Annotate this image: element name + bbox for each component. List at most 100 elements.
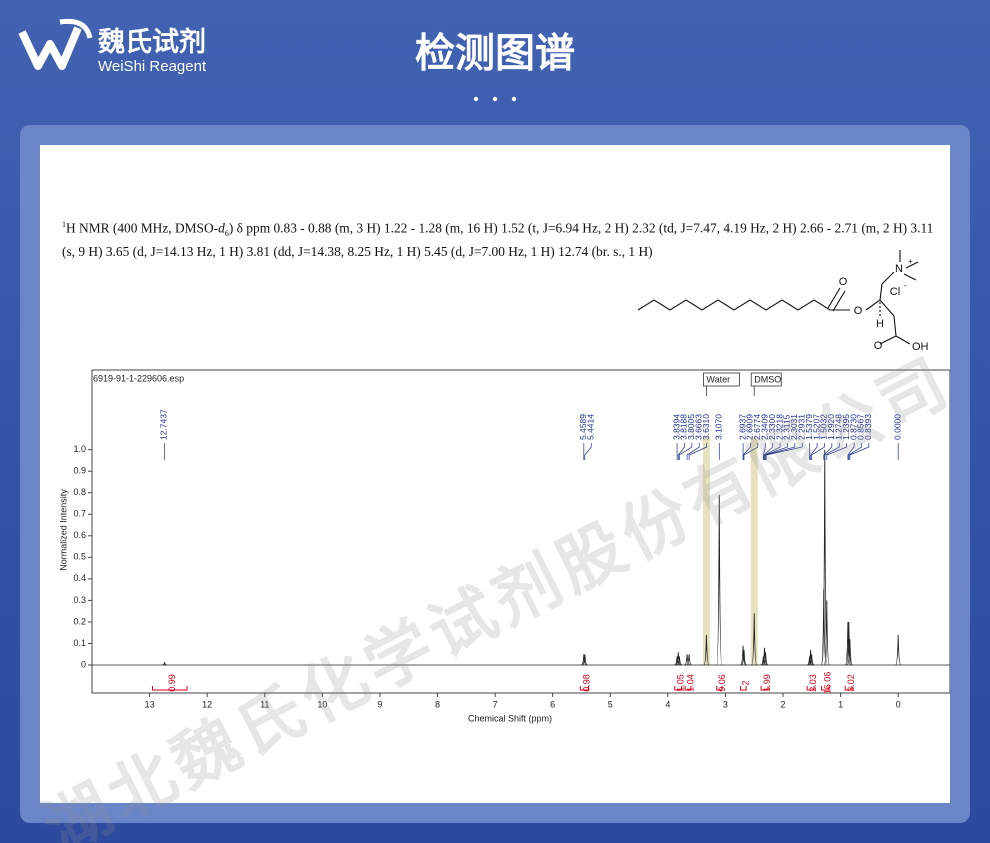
shift-label: 2.2931 [797, 414, 807, 440]
x-tick-label: 8 [435, 699, 440, 709]
solvent-band [702, 436, 710, 666]
shift-label: 1.2395 [841, 414, 851, 440]
shift-label: 2.6909 [745, 414, 755, 440]
integral-label: 9.06 [717, 674, 727, 692]
charge: - [904, 281, 907, 290]
shift-connector [677, 443, 685, 460]
shift-label: 0.0000 [892, 414, 902, 440]
y-tick-label: 0.7 [73, 509, 86, 519]
shift-connector [764, 443, 788, 460]
plot-frame [91, 369, 950, 694]
shift-label: 2.6937 [737, 414, 747, 440]
solvent-italic: d [218, 220, 225, 236]
y-tick-label: 1.0 [73, 444, 86, 454]
x-tick-label: 12 [202, 699, 212, 709]
spectrum: 6919-91-1-229606.esp Chemical Shift (ppm)… [58, 369, 950, 723]
x-tick-label: 7 [493, 699, 498, 709]
y-tick-label: 0.6 [73, 530, 86, 540]
shift-label: 3.8005 [686, 414, 696, 440]
peak [162, 661, 168, 666]
logo-swoosh [59, 18, 93, 39]
shift-label: 0.8567 [856, 414, 866, 440]
structure-bonds [637, 250, 919, 345]
peak [895, 634, 902, 666]
y-axis-label: Normalized Intensity [58, 489, 68, 571]
x-tick-label: 3 [723, 699, 728, 709]
shift-label: 2.3218 [774, 414, 784, 440]
integral-bracket [844, 686, 853, 691]
peak [823, 600, 830, 666]
integral-label: 0.98 [582, 674, 592, 692]
integral-bracket [760, 686, 769, 691]
peak [760, 656, 766, 666]
x-tick-label: 10 [317, 699, 327, 709]
integral-bracket [674, 686, 683, 691]
x-tick-label: 5 [608, 699, 613, 709]
logo-cn: 魏氏试剂 [98, 27, 206, 57]
shift-connector [765, 443, 796, 460]
shift-connector [849, 443, 870, 460]
atom: N [895, 263, 903, 275]
peak [761, 647, 768, 666]
shift-connector [678, 443, 693, 460]
peak [845, 621, 852, 666]
peak [751, 613, 758, 666]
peak [686, 654, 692, 666]
y-tick-label: 0 [81, 659, 86, 669]
integral-bracket [716, 686, 723, 691]
solvent-band [750, 436, 758, 666]
logo: 魏氏试剂 WeiShi Reagent [18, 18, 207, 75]
description-text: ) δ ppm 0.83 - 0.88 (m, 3 H) 1.22 - 1.28… [62, 220, 934, 260]
logo-en: WeiShi Reagent [98, 58, 207, 75]
integral-label: 2.03 [808, 674, 818, 692]
x-tick-label: 4 [665, 699, 670, 709]
y-tick-label: 0.5 [73, 552, 86, 562]
charge: + [908, 257, 913, 266]
shift-label: 1.2920 [826, 414, 836, 440]
shift-label: 3.6310 [701, 414, 711, 440]
integral-label: 0.99 [167, 674, 177, 692]
peak [582, 654, 588, 666]
peak [675, 652, 681, 666]
shift-connector [824, 443, 840, 460]
description-prefix: H NMR (400 MHz, DMSO- [66, 220, 219, 236]
atom: O [874, 340, 883, 352]
shift-label: 2.3115 [782, 414, 792, 440]
peak [741, 649, 747, 666]
peak [762, 652, 769, 666]
peak [684, 654, 690, 666]
y-tick-label: 0.4 [73, 573, 86, 583]
shift-connector [823, 443, 833, 460]
shift-connector [743, 443, 759, 460]
logo-mark [18, 26, 82, 70]
shift-connector [688, 443, 708, 460]
integral-label: 1.05 [676, 674, 686, 692]
shift-connector [742, 443, 751, 460]
peak [844, 621, 851, 666]
integral-label: 2 [741, 680, 751, 685]
shift-connector [764, 443, 781, 460]
shift-label: 12.7437 [159, 409, 169, 440]
x-tick-label: 2 [780, 699, 785, 709]
x-tick-label: 13 [145, 699, 155, 709]
page-title: 检测图谱 [415, 32, 575, 76]
integral-bracket [806, 686, 815, 691]
peak [581, 654, 587, 666]
integral-label: 16.06 [823, 672, 833, 695]
title-dots [473, 96, 517, 102]
y-tick-label: 0.2 [73, 616, 86, 626]
shift-label: 1.5207 [811, 414, 821, 440]
shift-connector [765, 443, 803, 460]
integral-label: 1.99 [762, 674, 772, 692]
shift-label: 1.2748 [834, 414, 844, 440]
nucleus-mass: 1 [62, 220, 66, 229]
atom: O [839, 276, 848, 288]
atom: OH [912, 341, 929, 353]
shift-connector [686, 443, 700, 460]
solvent-sub: 6 [224, 229, 229, 239]
y-tick-label: 0.1 [73, 638, 86, 648]
shift-label: 0.8730 [848, 414, 858, 440]
shift-label: 3.1070 [714, 414, 724, 440]
